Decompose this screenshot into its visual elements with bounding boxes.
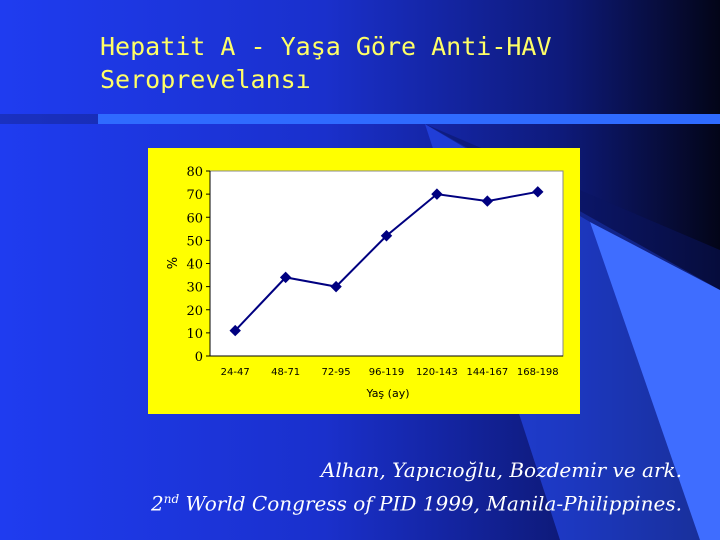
x-tick-label: 144-167 [466, 367, 508, 378]
data-point-marker [380, 230, 393, 242]
citation-authors: Alhan, Yapıcıoğlu, Bozdemir ve ark. [320, 458, 682, 482]
data-point-marker [532, 186, 544, 198]
data-point-marker [481, 195, 494, 207]
citation-ordinal-number: 2 [151, 491, 164, 516]
x-tick-label: 24-47 [221, 367, 250, 378]
x-tick-label: 168-198 [517, 367, 559, 378]
decor-bright-wedge [590, 222, 720, 540]
data-point-marker [330, 280, 342, 293]
plot-area [209, 170, 564, 357]
y-tick-label: 10 [186, 327, 203, 342]
y-axis-label: % [166, 257, 181, 269]
x-tick-label: 120-143 [416, 367, 458, 378]
x-axis: 24-47 48-71 72-95 96-119 120-143 144-167 168-1… [210, 355, 563, 378]
y-tick-label: 40 [186, 258, 203, 273]
citation-congress: 2nd World Congress of PID 1999, Manila-P… [100, 485, 682, 519]
citation-congress-text: World Congress of PID 1999, Manila-Phili… [179, 491, 682, 516]
y-axis: 0 10 20 30 40 50 60 70 80 [186, 165, 211, 365]
data-point-marker [279, 271, 292, 284]
y-tick-label: 80 [186, 165, 203, 180]
slide-title: Hepatit A - Yaşa Göre Anti-HAV Seropreve… [100, 32, 552, 94]
y-tick-label: 0 [195, 350, 203, 365]
seroprevalence-line-chart: 0 10 20 30 40 50 60 70 80 24-47 48-71 72-95 96-119 1… [166, 165, 564, 400]
y-tick-label: 70 [186, 188, 203, 203]
y-tick-label: 20 [186, 304, 203, 319]
chart-panel: 0 10 20 30 40 50 60 70 80 24-47 48-71 72-95 96-119 1… [148, 148, 580, 414]
y-tick-label: 60 [186, 211, 203, 226]
title-rule [98, 114, 720, 124]
data-point-marker [431, 188, 443, 200]
y-tick-label: 50 [186, 234, 203, 249]
x-tick-label: 72-95 [322, 367, 351, 378]
citation-ordinal-suffix: nd [163, 492, 180, 506]
series [229, 186, 544, 337]
data-point-marker [229, 324, 241, 337]
title-rule-shadow [0, 114, 98, 124]
x-tick-label: 48-71 [271, 367, 300, 378]
y-tick-label: 30 [186, 281, 203, 296]
x-axis-label: Yaş (ay) [365, 387, 409, 400]
x-tick-label: 96-119 [369, 367, 404, 378]
citation: Alhan, Yapıcıoğlu, Bozdemir ve ark. 2nd … [100, 456, 682, 519]
